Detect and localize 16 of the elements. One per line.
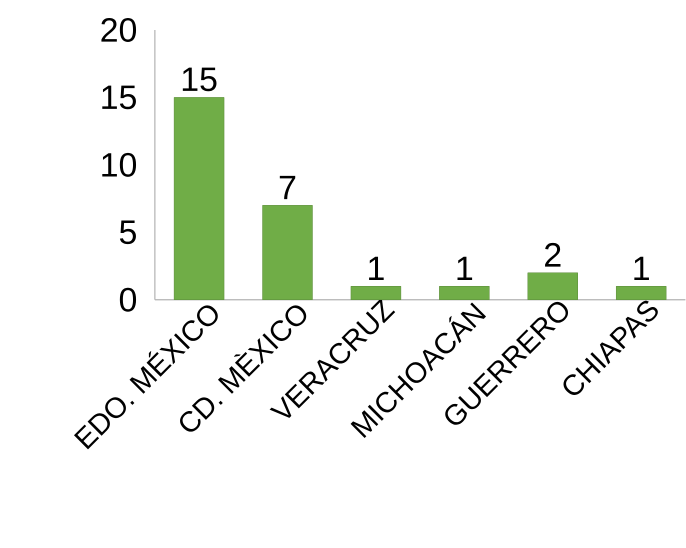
- bar: [528, 272, 578, 300]
- data-label: 1: [634, 256, 649, 280]
- data-label: 7: [280, 176, 296, 200]
- data-label: 1: [458, 256, 472, 280]
- bar: [616, 286, 666, 300]
- data-label: 1: [369, 256, 384, 280]
- bar: [439, 286, 490, 300]
- data-label: 2: [545, 243, 560, 267]
- data-label: 15: [182, 68, 216, 92]
- bar: [174, 97, 224, 300]
- y-tick-label: 15: [102, 86, 136, 110]
- bar: [350, 286, 402, 300]
- y-tick-label: 5: [120, 220, 136, 244]
- y-tick-label: 20: [101, 18, 136, 42]
- y-tick-label: 10: [102, 153, 136, 178]
- bar: [262, 205, 313, 300]
